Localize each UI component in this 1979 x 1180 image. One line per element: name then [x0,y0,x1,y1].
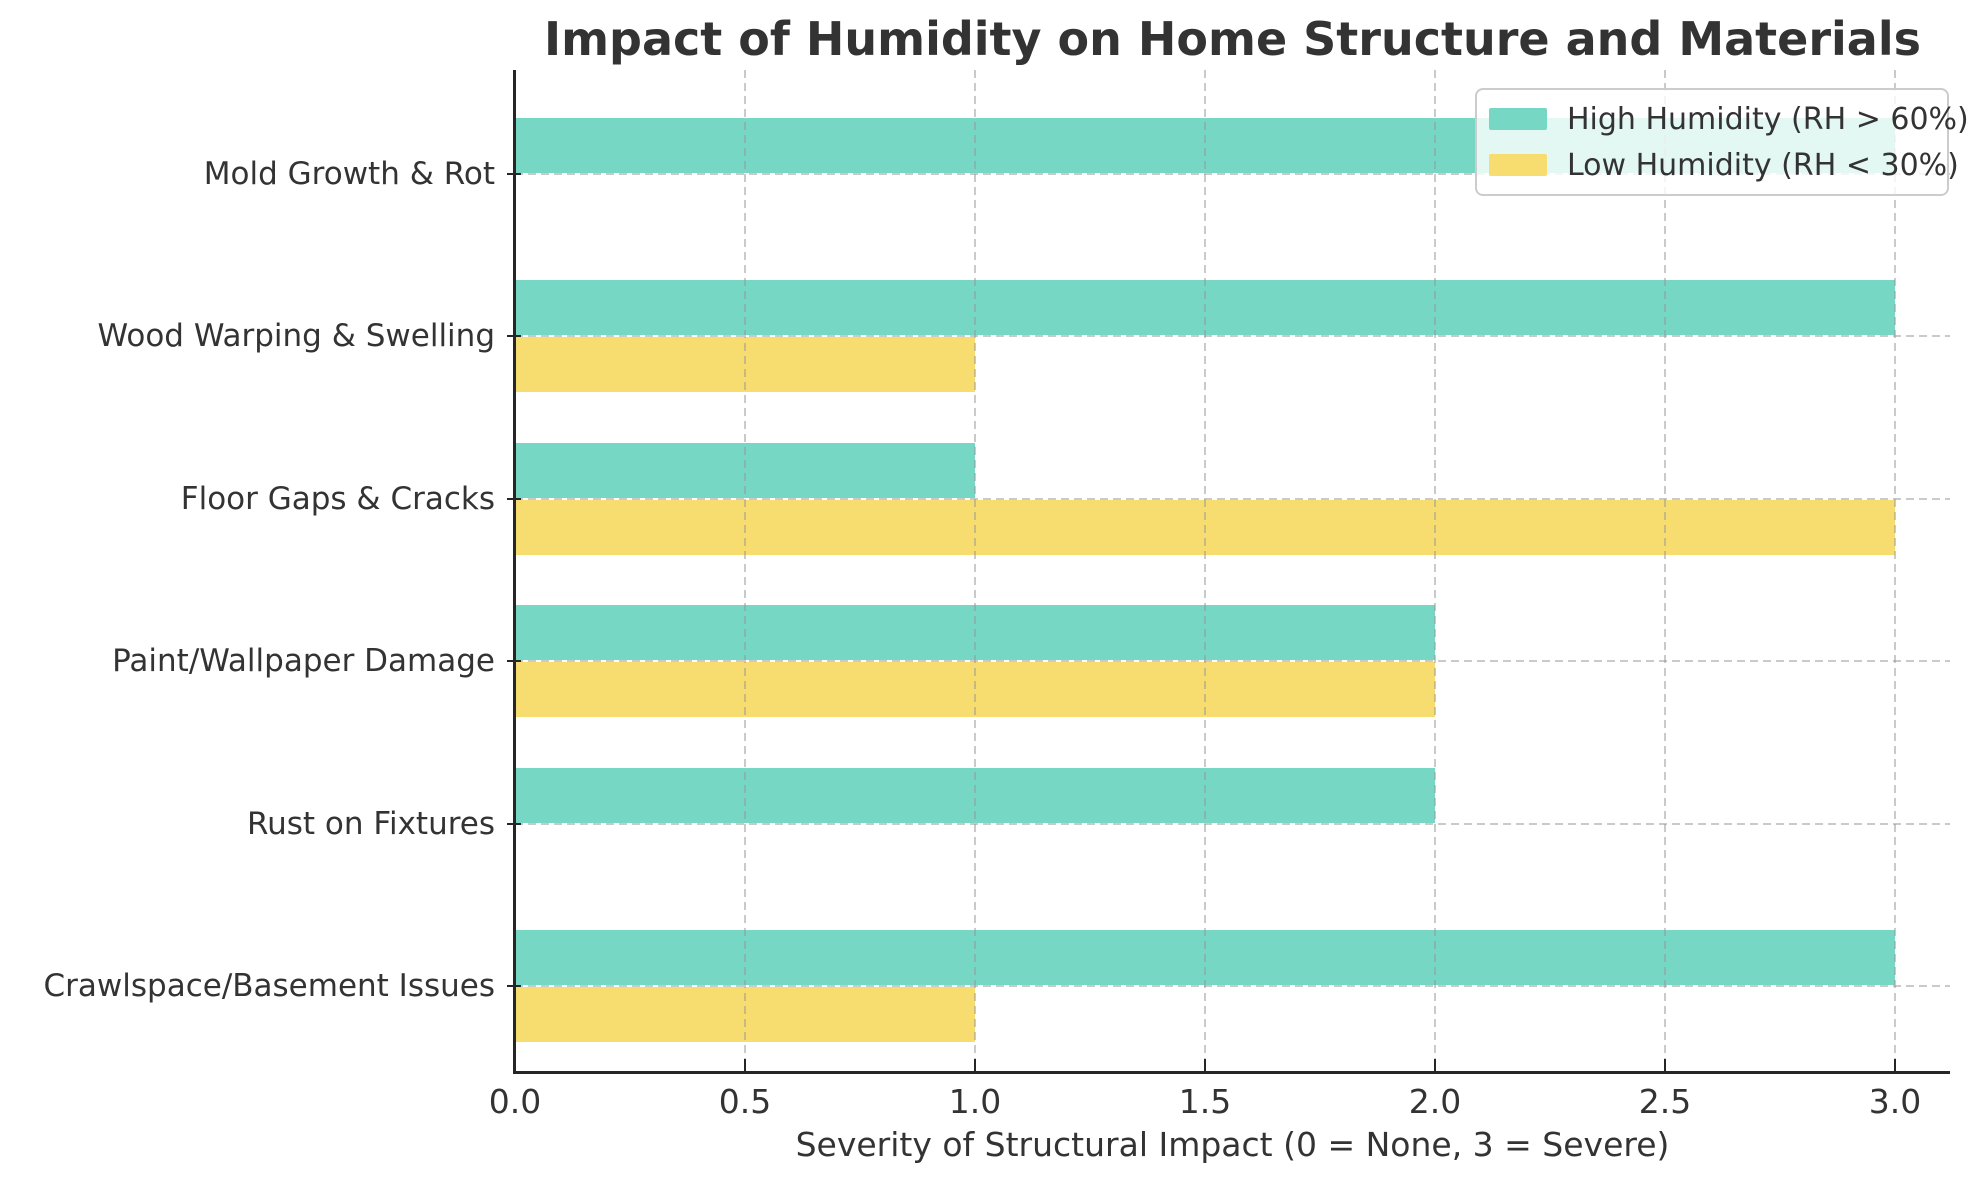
legend-label: High Humidity (RH > 60%) [1567,101,1969,137]
x-gridline [1434,70,1436,1072]
x-gridline [974,70,976,1072]
legend-entry: High Humidity (RH > 60%) [1489,98,1969,140]
x-tick-label: 0.0 [488,1082,542,1121]
x-tick-mark [1204,1059,1206,1071]
x-tick-mark [1434,1059,1436,1071]
category-label: Floor Gaps & Cracks [180,480,495,517]
low-humidity-swatch-icon [1489,154,1547,176]
category-label: Rust on Fixtures [246,805,495,842]
legend-label: Low Humidity (RH < 30%) [1567,147,1959,183]
y-tick-mark [507,497,521,500]
x-tick-mark [974,1059,976,1071]
bar-high-humidity-3 [515,605,1435,661]
category-label: Wood Warping & Swelling [97,318,495,355]
bar-high-humidity-2 [515,442,975,498]
x-gridline [1204,70,1206,1072]
legend-box: High Humidity (RH > 60%) Low Humidity (RH… [1475,88,1969,196]
x-gridline [1894,70,1896,1072]
y-tick-mark [507,985,521,987]
x-tick-mark [514,1059,516,1071]
bar-high-humidity-5 [515,930,1895,985]
legend-entry: Low Humidity (RH < 30%) [1489,144,1959,186]
y-gridline [515,822,1950,825]
bar-high-humidity-4 [515,767,1435,823]
x-axis-spine [513,1071,1950,1074]
y-tick-mark [507,660,521,663]
chart-title: Impact of Humidity on Home Structure and… [544,12,1921,66]
x-axis-title: Severity of Structural Impact (0 = None,… [795,1125,1670,1164]
high-humidity-swatch-icon [1489,108,1547,130]
bar-low-humidity-5 [515,987,975,1042]
plot-area: 0.0 0.5 1.0 1.5 2.0 2.5 3.0 Mold Growth & Rot Wo… [44,70,1950,1121]
bar-low-humidity-2 [515,499,1895,555]
y-tick-mark [507,822,521,825]
x-tick-mark [744,1059,746,1071]
y-tick-mark [507,173,521,175]
y-tick-mark [507,335,521,338]
bar-low-humidity-3 [515,662,1435,718]
x-tick-label: 1.0 [948,1082,1002,1121]
x-tick-mark [1894,1059,1896,1071]
category-label: Mold Growth & Rot [203,156,495,192]
x-gridline [744,70,746,1072]
y-axis-spine [513,70,516,1074]
x-tick-label: 0.5 [718,1082,772,1121]
bar-low-humidity-1 [515,337,975,393]
x-tick-label: 2.5 [1638,1082,1692,1121]
x-tick-label: 1.5 [1178,1082,1232,1121]
bar-high-humidity-1 [515,280,1895,336]
category-label: Paint/Wallpaper Damage [112,643,495,680]
x-gridline [1664,70,1666,1072]
x-tick-label: 3.0 [1868,1082,1922,1121]
category-label: Crawlspace/Basement Issues [43,968,495,1004]
x-tick-label: 2.0 [1408,1082,1462,1121]
x-tick-mark [1664,1059,1666,1071]
